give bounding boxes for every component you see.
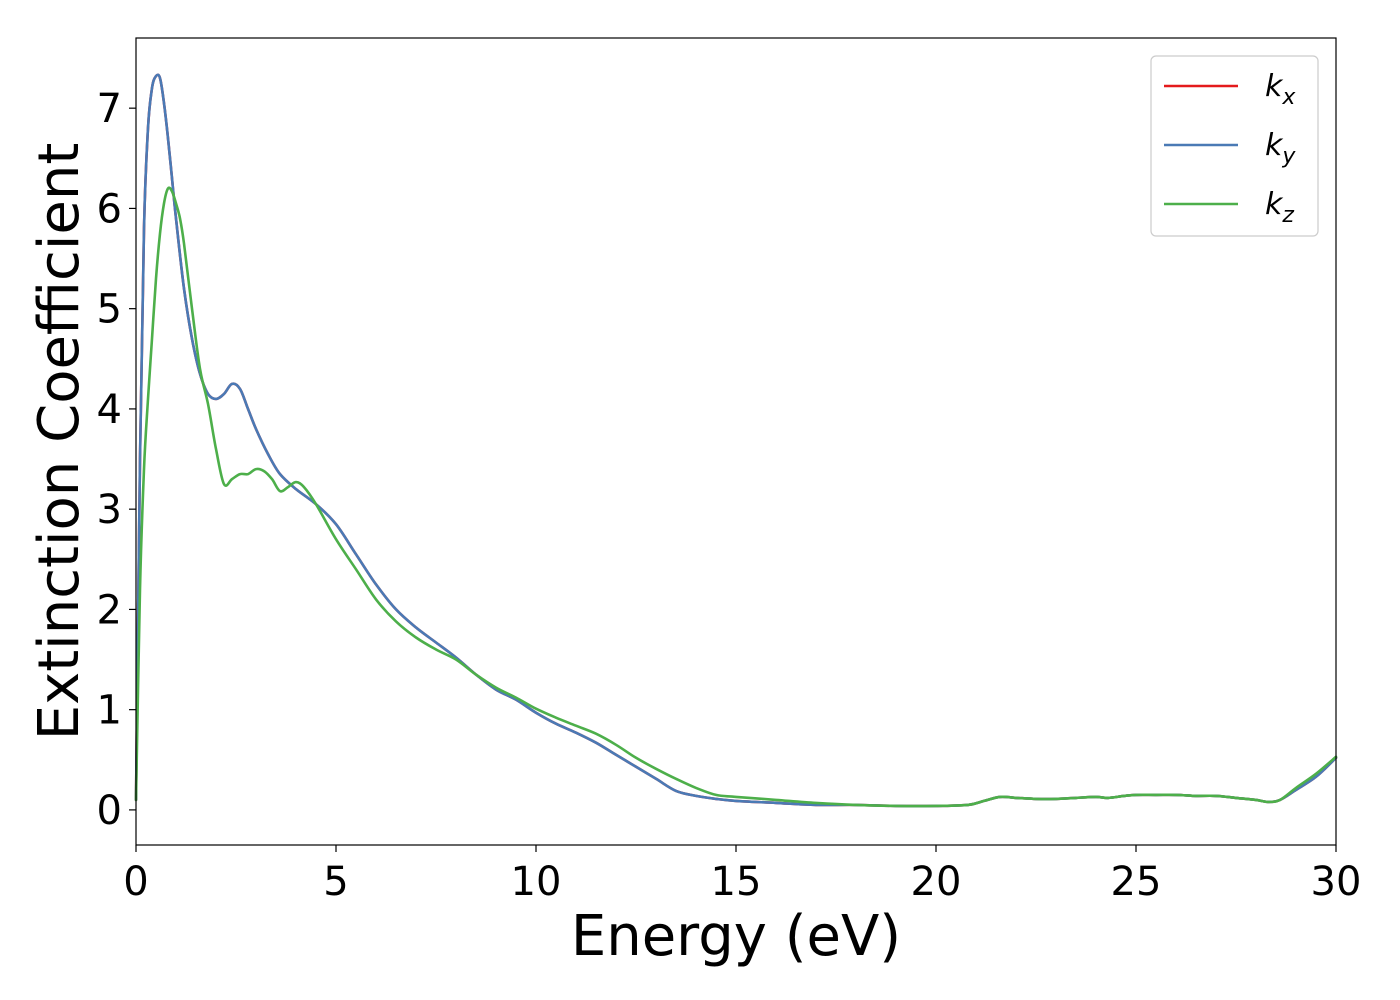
x-tick-label: 20 [911,859,962,905]
x-tick-label: 0 [123,859,148,905]
legend-label-k_x: kx [1265,69,1296,110]
y-tick-label: 2 [97,587,122,633]
y-tick-label: 5 [97,287,122,333]
y-tick-label: 1 [97,688,122,734]
x-tick-label: 15 [711,859,762,905]
series-layer [134,73,1338,808]
y-tick-label: 7 [97,86,122,132]
x-tick-label: 10 [511,859,562,905]
legend-label-k_z: kz [1265,187,1294,228]
series-line-k_z [134,186,1338,808]
y-axis-ticks: 0 1 2 3 4 5 6 7 [97,86,136,834]
x-axis-ticks: 0 5 10 15 20 25 30 [123,845,1361,905]
x-tick-label: 30 [1311,859,1362,905]
y-tick-label: 4 [97,387,122,433]
x-tick-label: 5 [323,859,348,905]
x-axis-title: Energy (eV) [571,904,901,969]
legend: kx ky kz [1150,55,1319,237]
plot-frame [135,37,1337,846]
y-axis-title: Extinction Coefficient [27,143,92,741]
y-tick-label: 0 [97,788,122,834]
x-tick-label: 25 [1111,859,1162,905]
legend-label-k_y: ky [1265,128,1296,169]
y-tick-label: 6 [97,186,122,232]
y-tick-label: 3 [97,487,122,533]
